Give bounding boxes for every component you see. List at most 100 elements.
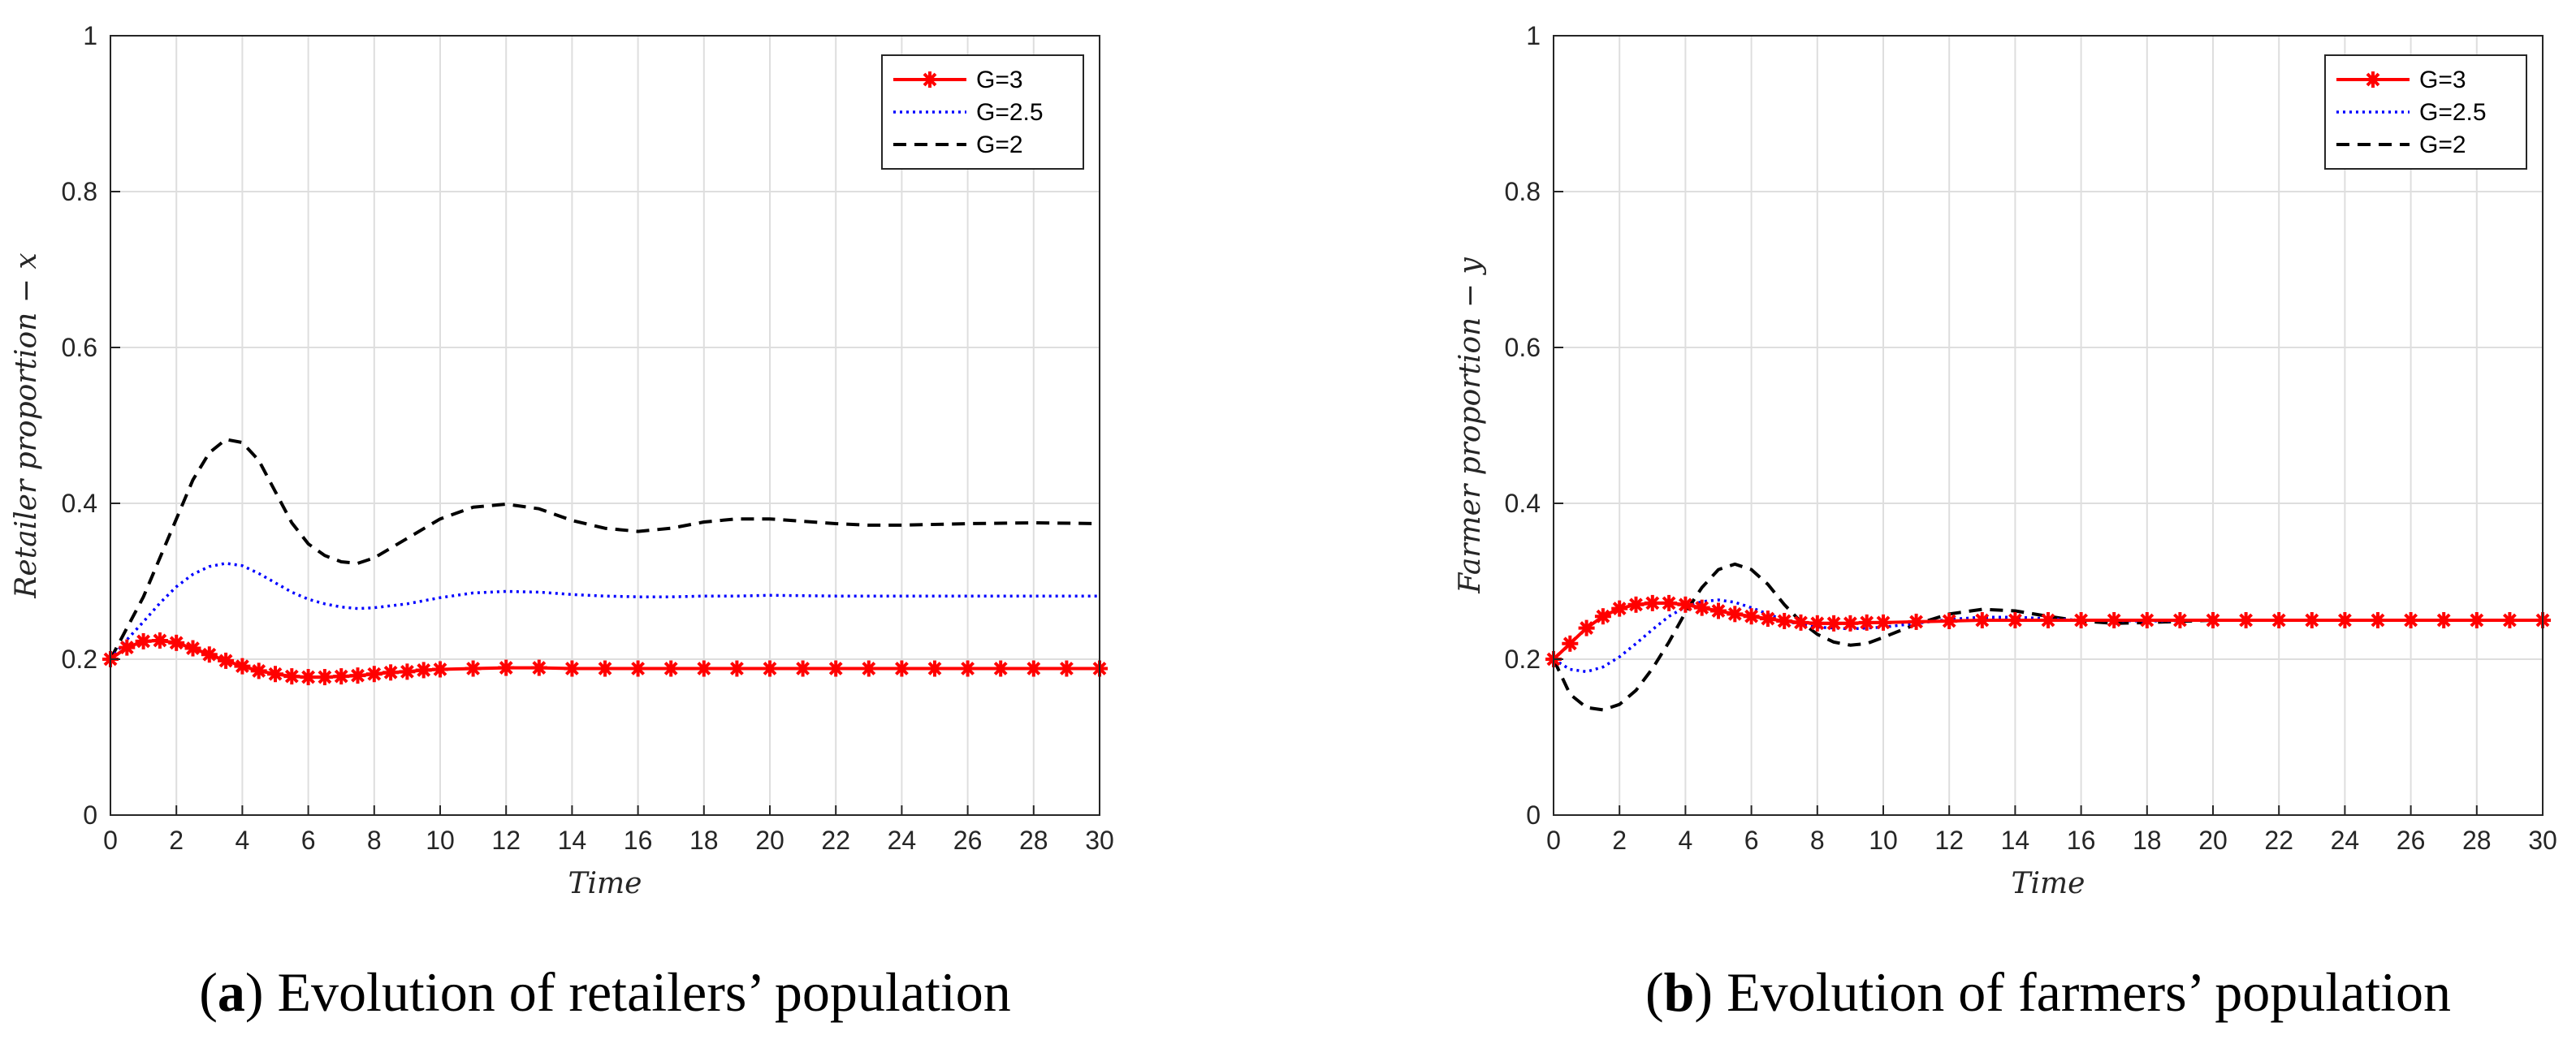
data-point-marker [413,660,434,680]
y-tick-label: 0.4 [62,489,97,518]
x-axis-label: Time [2012,867,2085,900]
y-tick-label: 0.6 [1505,333,1541,362]
data-point-marker [1774,610,1795,631]
y-tick-label: 1 [1526,21,1541,50]
y-tick-label: 0.4 [1505,489,1541,518]
legend-label: G=2 [2419,132,2466,158]
legend-box [2324,54,2527,170]
x-tick-label: 26 [953,826,983,855]
data-point-marker [1874,612,1893,632]
data-point-marker [2038,610,2058,630]
y-tick-label: 0.6 [62,333,97,362]
data-point-marker [1593,606,1613,627]
x-tick-label: 12 [1934,826,1964,855]
data-point-marker [1840,613,1861,633]
data-point-marker [2170,610,2190,630]
data-point-marker [232,656,253,676]
data-point-marker [1807,613,1827,633]
data-point-marker [2335,610,2355,630]
data-point-marker [381,662,401,683]
x-tick-label: 18 [689,826,719,855]
legend: G=3 G=2.5 G=2 [881,54,1084,170]
axes-box [110,35,1100,816]
data-point-marker [266,664,285,684]
data-point-marker [858,658,879,679]
data-point-marker [694,658,714,679]
data-point-marker [249,661,269,681]
y-tick-labels: 0 0.2 0.4 0.6 0.8 1 [1505,21,1563,830]
data-point-marker [1709,601,1728,621]
x-tick-label: 26 [2397,826,2426,855]
data-point-marker [1741,606,1761,627]
x-tick-label: 24 [888,826,917,855]
x-tick-label: 22 [2264,826,2293,855]
chart-panel-a: 0 2 4 6 8 10 12 14 16 18 20 22 24 26 28 30 00.20.40.60.… [10,21,1114,1023]
data-point-marker [760,658,780,679]
data-point-marker [430,659,450,680]
caption-a: (a) Evolution of retailers’ population [199,961,1011,1023]
data-point-marker [2466,610,2487,630]
data-point-marker [892,658,912,679]
data-point-marker [1856,612,1877,632]
legend-marker [920,70,940,89]
y-axis-label: Farmer proportion − y [1454,257,1487,594]
x-tick-label: 16 [624,826,653,855]
data-point-marker [1725,604,1745,624]
data-point-marker [2269,610,2289,630]
data-point-marker [2071,610,2091,630]
x-tick-label: 30 [2528,826,2557,855]
legend-box [881,54,1084,170]
data-point-marker [2434,610,2454,630]
data-point-marker [826,658,846,679]
x-tick-label: 4 [236,826,250,855]
data-point-marker [298,667,318,688]
data-point-marker [166,632,187,653]
data-point-marker [496,658,516,678]
y-tick-labels: 0 0.2 0.4 0.6 0.8 1 [62,21,120,830]
data-point-marker [397,662,417,682]
series-layer [101,438,1109,688]
data-point-marker [991,658,1011,679]
data-point-marker [199,645,219,665]
data-point-marker [1023,658,1044,679]
data-point-marker [117,637,137,658]
caption-text-b: Evolution of farmers’ population [1727,961,2451,1023]
x-tick-label: 30 [1085,826,1114,855]
data-point-marker [1576,618,1597,638]
y-tick-label: 0.2 [62,645,97,674]
data-point-marker [216,650,236,671]
data-point-marker [661,658,681,679]
x-tick-label: 0 [103,826,118,855]
data-point-marker [2368,610,2388,630]
data-point-marker [2005,610,2025,630]
data-point-marker [1791,612,1811,632]
series-layer [1544,562,2552,712]
x-tick-label: 10 [426,826,455,855]
axes-box [1553,35,2544,816]
x-tick-label: 16 [2067,826,2096,855]
data-point-marker [149,630,170,650]
y-tick-label: 0 [1526,800,1541,830]
data-point-marker [1972,610,1992,630]
data-point-marker [1057,658,1077,679]
data-point-marker [1610,598,1630,619]
legend-label: G=2.5 [2419,99,2487,126]
series-line-G=2 [109,438,1100,660]
y-tick-label: 0 [83,800,97,830]
x-tick-labels: 0 2 4 6 8 10 12 14 16 18 20 22 24 26 28 30 [1546,805,2557,855]
x-tick-label: 6 [1744,826,1759,855]
data-point-marker [2203,610,2223,630]
x-tick-label: 6 [301,826,316,855]
legend-label: G=2 [976,132,1023,158]
x-tick-label: 18 [2133,826,2162,855]
data-point-marker [529,658,549,678]
data-point-marker [183,638,203,658]
data-point-marker [463,658,483,679]
x-tick-label: 12 [491,826,521,855]
caption-b: (b) Evolution of farmers’ population [1645,961,2451,1023]
data-point-marker [2137,610,2157,630]
data-point-marker [2500,610,2520,630]
data-point-marker [331,667,352,687]
y-tick-label: 0.2 [1505,645,1541,674]
data-point-marker [1939,610,1960,631]
